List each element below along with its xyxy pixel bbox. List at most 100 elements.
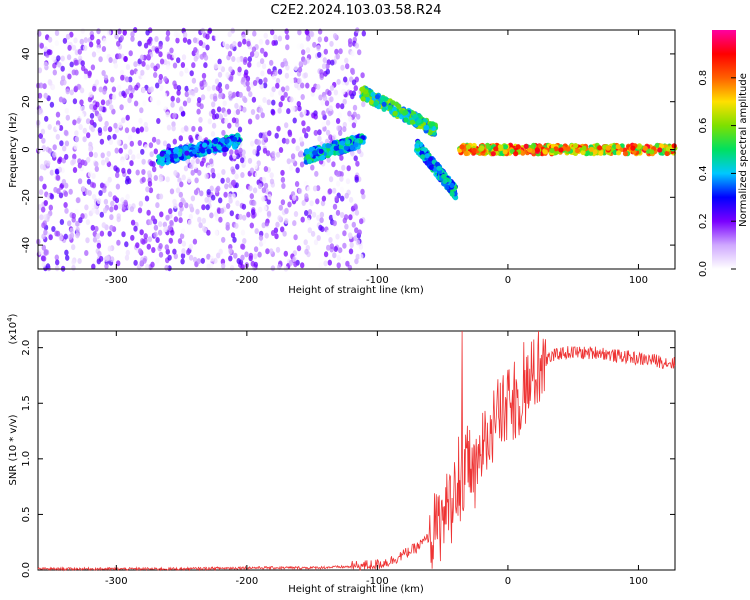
heatmap-cell xyxy=(66,54,72,61)
heatmap-cell xyxy=(133,225,138,232)
heatmap-cell xyxy=(145,29,150,36)
heatmap-cell xyxy=(191,125,196,132)
heatmap-cell xyxy=(178,191,183,198)
heatmap-cell xyxy=(348,41,353,48)
heatmap-cell xyxy=(280,95,285,102)
heatmap-cell xyxy=(88,91,93,98)
heatmap-cell xyxy=(302,109,307,116)
heatmap-cell xyxy=(217,71,223,78)
heatmap-cell xyxy=(206,253,211,260)
heatmap-cell xyxy=(234,102,239,109)
heatmap-cell xyxy=(86,178,92,185)
heatmap-cell xyxy=(289,77,295,84)
heatmap-cell xyxy=(87,96,93,103)
heatmap-cell xyxy=(328,105,333,112)
heatmap-cell xyxy=(156,99,161,106)
heatmap-cell xyxy=(225,72,230,78)
heatmap-cell xyxy=(228,66,233,73)
heatmap-cell xyxy=(321,63,327,70)
heatmap-cell xyxy=(55,124,60,131)
heatmap-cell xyxy=(141,158,146,165)
heatmap-cell xyxy=(153,224,159,231)
heatmap-cell xyxy=(37,92,43,99)
heatmap-cell xyxy=(63,233,68,240)
heatmap-cell xyxy=(218,248,223,255)
y-tick-label: -40 xyxy=(21,237,32,253)
heatmap-cell xyxy=(158,73,163,80)
heatmap-cell xyxy=(194,87,199,93)
heatmap-cell xyxy=(196,108,201,115)
heatmap-cell xyxy=(345,260,350,267)
heatmap-cell xyxy=(285,138,290,145)
heatmap-cell xyxy=(318,94,323,101)
heatmap-cell xyxy=(258,206,263,213)
heatmap-cell xyxy=(252,80,258,86)
heatmap-cell xyxy=(53,186,58,193)
heatmap-cell xyxy=(256,139,261,146)
heatmap-cell xyxy=(351,221,356,228)
heatmap-cell xyxy=(350,93,355,100)
heatmap-cell xyxy=(228,197,233,204)
heatmap-cell xyxy=(181,240,187,247)
heatmap-cell xyxy=(197,169,202,176)
heatmap-cell xyxy=(340,103,345,110)
heatmap-cell xyxy=(312,41,317,48)
heatmap-cell xyxy=(449,191,455,197)
heatmap-cell xyxy=(254,171,260,178)
heatmap-cell xyxy=(39,214,44,221)
heatmap-cell xyxy=(216,185,221,192)
heatmap-cell xyxy=(192,37,198,44)
heatmap-cell xyxy=(101,222,107,229)
heatmap-cell xyxy=(73,37,78,44)
heatmap-cell xyxy=(347,110,352,117)
heatmap-cell xyxy=(43,92,48,99)
heatmap-cell xyxy=(103,198,109,205)
heatmap-cell xyxy=(63,129,69,136)
heatmap-cell xyxy=(309,30,314,37)
heatmap-cell xyxy=(348,214,353,221)
heatmap-cell xyxy=(261,195,266,202)
heatmap-cell xyxy=(58,235,64,241)
heatmap-cell xyxy=(237,66,242,73)
heatmap-cell xyxy=(92,236,98,243)
heatmap-cell xyxy=(278,89,283,96)
heatmap-cell xyxy=(231,168,236,175)
heatmap-cell xyxy=(73,85,79,92)
heatmap-cell xyxy=(201,72,207,79)
heatmap-cell xyxy=(269,172,274,179)
heatmap-cell xyxy=(360,72,365,79)
heatmap-cell xyxy=(121,167,126,174)
heatmap-cell xyxy=(183,165,189,172)
heatmap-cell xyxy=(355,239,361,246)
heatmap-cell xyxy=(257,251,262,258)
heatmap-cell xyxy=(190,159,195,166)
heatmap-cell xyxy=(165,214,170,221)
snr-series xyxy=(37,330,676,572)
heatmap-cell xyxy=(270,265,276,272)
heatmap-cell xyxy=(71,212,77,219)
heatmap-cell xyxy=(139,126,144,133)
heatmap-cell xyxy=(159,211,164,218)
heatmap-cell xyxy=(325,63,330,70)
heatmap-cell xyxy=(52,69,57,76)
heatmap-cell xyxy=(324,100,330,107)
heatmap-cell xyxy=(123,199,128,206)
heatmap-cell xyxy=(671,143,677,149)
heatmap-cell xyxy=(236,56,241,63)
heatmap-cell xyxy=(258,234,264,241)
heatmap-cell xyxy=(248,185,253,192)
heatmap-cell xyxy=(167,254,172,261)
heatmap-cell xyxy=(89,112,95,119)
heatmap-cell xyxy=(211,194,216,201)
heatmap-cell xyxy=(271,150,276,157)
heatmap-cell xyxy=(249,51,255,58)
heatmap-cell xyxy=(165,176,170,183)
heatmap-cell xyxy=(107,245,113,252)
heatmap-cell xyxy=(165,248,170,255)
heatmap-cell xyxy=(334,195,339,202)
heatmap-cell xyxy=(219,207,225,214)
heatmap-cell xyxy=(396,103,402,110)
heatmap-cell xyxy=(67,220,72,227)
heatmap-cell xyxy=(47,36,53,43)
